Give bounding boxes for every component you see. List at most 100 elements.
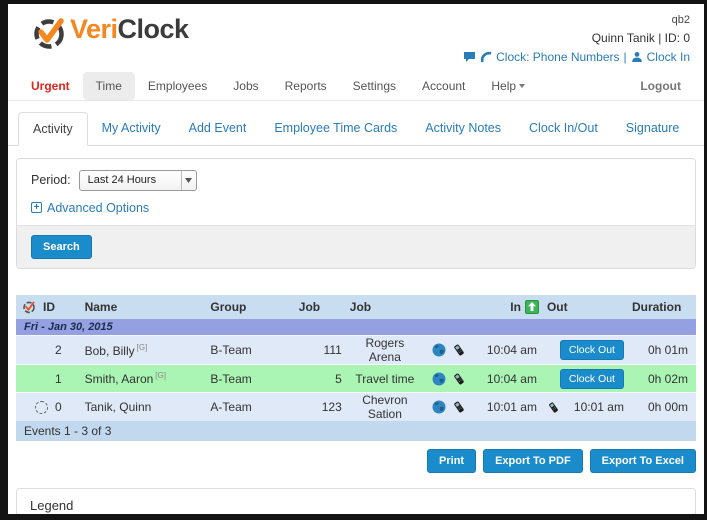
in-time: 10:01 am — [486, 400, 537, 414]
job-number: 5 — [335, 371, 342, 386]
tab-signature[interactable]: Signature — [625, 120, 680, 135]
phone-handset-icon[interactable] — [480, 51, 492, 63]
app-page: VeriClock qb2 Quinn Tanik | ID: 0 Clock:… — [8, 4, 704, 514]
duration: 0h 01m — [647, 343, 688, 357]
vericlock-logo[interactable]: VeriClock — [30, 14, 189, 66]
tab-employee-time-cards[interactable]: Employee Time Cards — [274, 120, 398, 135]
legend-title: Legend — [17, 489, 695, 514]
job-number: 123 — [321, 400, 342, 414]
link-separator: | — [623, 49, 627, 64]
export-pdf-button[interactable]: Export To PDF — [483, 449, 583, 473]
chevron-down-icon — [519, 84, 526, 89]
job-name: Rogers Arena — [365, 336, 405, 364]
col-id[interactable]: ID — [43, 299, 55, 314]
employee-name[interactable]: Tanik, Quinn — [84, 400, 152, 414]
tab-add-event[interactable]: Add Event — [188, 120, 247, 135]
event-id: 0 — [55, 400, 62, 414]
tab-activity[interactable]: Activity — [18, 111, 88, 146]
select-caret-icon — [180, 170, 196, 190]
header: VeriClock qb2 Quinn Tanik | ID: 0 Clock:… — [8, 4, 704, 66]
expand-plus-icon: + — [31, 202, 42, 213]
mobile-phone-icon — [547, 401, 560, 414]
event-id: 1 — [55, 371, 62, 386]
geo-superscript: [G] — [155, 371, 166, 380]
job-name: Chevron Sation — [362, 393, 408, 421]
group-name: B-Team — [210, 343, 252, 357]
geo-globe-icon[interactable] — [432, 400, 446, 414]
group-name: A-Team — [210, 400, 252, 414]
tab-activity-notes[interactable]: Activity Notes — [425, 120, 502, 135]
user-id-line: Quinn Tanik | ID: 0 — [591, 30, 690, 45]
person-icon — [631, 51, 643, 63]
print-button[interactable]: Print — [427, 449, 477, 473]
events-count: Events 1 - 3 of 3 — [24, 424, 112, 438]
col-job-number[interactable]: Job — [298, 299, 321, 314]
nav-account[interactable]: Account — [422, 78, 466, 93]
table-row[interactable]: 2 Bob, Billy [G] B-Team 111 Rogers Arena … — [16, 335, 696, 365]
advanced-options-toggle[interactable]: + Advanced Options — [31, 201, 681, 215]
clock-check-icon — [22, 300, 36, 314]
period-select[interactable]: Last 24 Hours — [78, 169, 197, 191]
col-in[interactable]: In — [510, 299, 521, 314]
in-time: 10:04 am — [486, 343, 537, 357]
period-label: Period: — [31, 173, 71, 187]
clock-in-link[interactable]: Clock In — [646, 49, 690, 64]
duration: 0h 02m — [647, 371, 688, 386]
logo-clock-icon — [30, 14, 68, 52]
tab-clock-in-out[interactable]: Clock In/Out — [529, 120, 598, 135]
tab-my-activity[interactable]: My Activity — [101, 120, 161, 135]
table-row[interactable]: 0 Tanik, Quinn A-Team 123 Chevron Sation… — [16, 392, 696, 421]
duration: 0h 00m — [647, 400, 688, 414]
account-code: qb2 — [671, 14, 690, 26]
nav-jobs[interactable]: Jobs — [233, 78, 259, 93]
col-job-name[interactable]: Job — [349, 299, 372, 314]
chat-bubble-icon[interactable] — [463, 51, 476, 63]
activity-tabs: Activity My Activity Add Event Employee … — [8, 111, 704, 146]
export-excel-button[interactable]: Export To Excel — [589, 449, 696, 473]
col-duration[interactable]: Duration — [631, 299, 682, 314]
nav-time[interactable]: Time — [82, 71, 135, 100]
clock-phone-numbers-link[interactable]: Clock: Phone Numbers — [496, 49, 620, 64]
table-row[interactable]: 1 Smith, Aaron [G] B-Team 5 Travel time 1… — [16, 364, 696, 393]
mobile-phone-icon[interactable] — [452, 400, 466, 414]
col-group[interactable]: Group — [210, 299, 247, 314]
period-selected-value: Last 24 Hours — [87, 174, 157, 186]
geo-globe-icon[interactable] — [432, 343, 446, 357]
table-footer-row: Events 1 - 3 of 3 — [16, 421, 696, 441]
search-panel: Period: Last 24 Hours + Advanced Options… — [16, 157, 696, 269]
col-out[interactable]: Out — [546, 299, 568, 314]
geo-globe-icon[interactable] — [432, 372, 446, 386]
mobile-phone-icon[interactable] — [452, 343, 466, 357]
nav-employees[interactable]: Employees — [147, 78, 208, 93]
date-group-row: Fri - Jan 30, 2015 — [16, 318, 696, 336]
employee-name[interactable]: Smith, Aaron [G] — [84, 371, 166, 386]
group-name: B-Team — [210, 371, 252, 386]
clock-out-button[interactable]: Clock Out — [559, 340, 624, 360]
event-id: 2 — [55, 343, 62, 357]
table-header-row: ID Name Group Job Job In Out Duration — [16, 294, 696, 319]
mobile-phone-icon[interactable] — [452, 372, 466, 386]
sort-up-icon[interactable] — [524, 299, 539, 314]
clock-out-button[interactable]: Clock Out — [559, 368, 624, 389]
geo-superscript: [G] — [136, 342, 148, 352]
legend-panel: Legend Normal Event Edited Event Time Gu… — [16, 488, 696, 514]
in-time: 10:04 am — [486, 371, 537, 386]
nav-urgent[interactable]: Urgent — [31, 78, 70, 93]
date-group-label: Fri - Jan 30, 2015 — [24, 320, 113, 333]
events-table: ID Name Group Job Job In Out Duration Fr… — [16, 294, 696, 441]
export-toolbar: Print Export To PDF Export To Excel — [16, 449, 696, 473]
pending-circle-icon — [35, 400, 48, 414]
nav-settings[interactable]: Settings — [352, 78, 397, 93]
advanced-options-label: Advanced Options — [47, 200, 150, 215]
search-button[interactable]: Search — [31, 234, 92, 259]
nav-help[interactable]: Help — [478, 72, 538, 100]
out-time: 10:01 am — [573, 400, 624, 414]
job-name: Travel time — [355, 371, 415, 386]
employee-name[interactable]: Bob, Billy [G] — [84, 342, 148, 358]
nav-reports[interactable]: Reports — [284, 78, 327, 93]
brand-name: VeriClock — [70, 14, 189, 44]
main-nav: Urgent Time Employees Jobs Reports Setti… — [8, 66, 704, 101]
logout-button[interactable]: Logout — [640, 78, 681, 93]
job-number: 111 — [323, 343, 342, 357]
col-name[interactable]: Name — [84, 299, 118, 314]
